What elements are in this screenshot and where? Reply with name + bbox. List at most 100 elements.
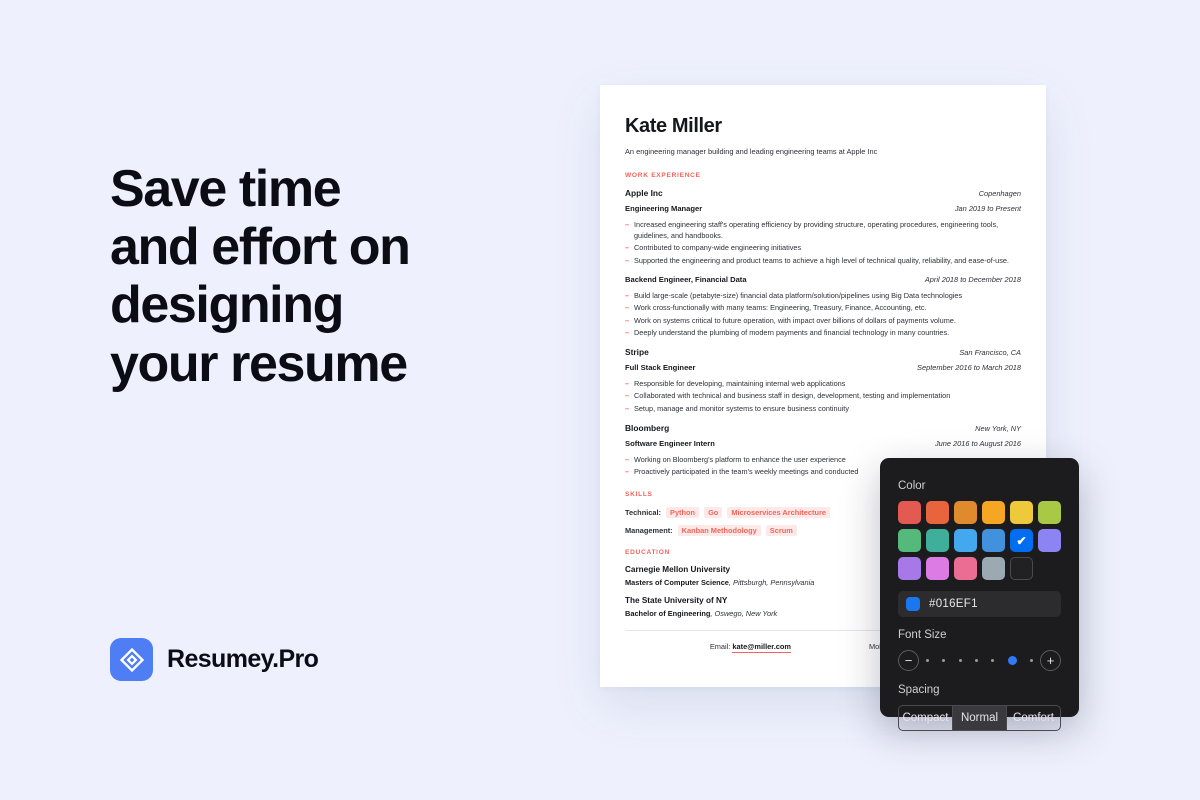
font-size-step-6[interactable] (1007, 656, 1017, 665)
job-bullet: Working on Bloomberg's platform to enhan… (625, 454, 1021, 466)
color-swatch-teal[interactable] (926, 529, 949, 552)
color-swatch-grid[interactable]: ✔ (898, 501, 1061, 580)
font-size-step-3[interactable] (958, 659, 962, 662)
font-size-step-5[interactable] (991, 659, 995, 662)
color-swatch-red[interactable] (898, 501, 921, 524)
resume-divider (625, 629, 1021, 631)
section-heading-work-experience: WORK EXPERIENCE (625, 171, 701, 179)
education-school: Carnegie Mellon University (625, 564, 731, 574)
brand-name: Resumey.Pro (167, 645, 319, 673)
job-bullet: Work on systems critical to future opera… (625, 315, 1021, 327)
job-dates: April 2018 to December 2018 (924, 274, 1021, 284)
color-swatch-bright-blue[interactable]: ✔ (1010, 529, 1033, 552)
color-swatch-indigo[interactable] (1038, 529, 1061, 552)
job-dates: June 2016 to August 2016 (934, 439, 1021, 448)
contact-email: Email: kate@miller.com (709, 641, 791, 653)
color-swatch-none[interactable] (1010, 557, 1033, 580)
font-size-step-1[interactable] (926, 659, 929, 662)
skill-tag[interactable]: Microservices Architecture (727, 506, 830, 518)
education-degree: Masters of Computer Science, Pittsburgh,… (625, 578, 1021, 587)
section-heading-skills: SKILLS (625, 490, 653, 498)
job-bullet: Supported the engineering and product te… (625, 255, 1021, 267)
color-swatch-blue[interactable] (982, 529, 1005, 552)
hex-color-input[interactable]: #016EF1 (898, 591, 1061, 617)
job-title: Engineering Manager (625, 203, 703, 213)
font-size-steps[interactable] (919, 656, 1040, 665)
font-size-increase-button[interactable]: + (1040, 650, 1061, 671)
hex-preview-swatch (906, 597, 920, 611)
spacing-label: Spacing (898, 684, 940, 696)
job-title-row: Backend Engineer, Financial Data April 2… (625, 275, 1021, 284)
job-dates: Jan 2019 to Present (954, 203, 1021, 213)
job-bullet: Work cross-functionally with many teams:… (625, 302, 1021, 314)
job-bullet: Collaborated with technical and business… (625, 390, 1021, 402)
color-swatch-magenta[interactable] (926, 557, 949, 580)
marketing-column: Save time and effort on designing your r… (110, 160, 530, 393)
color-swatch-green[interactable] (898, 529, 921, 552)
job-bullet: Contributed to company-wide engineering … (625, 242, 1021, 254)
education-entry-suny: The State University of NY Bachelor of E… (625, 596, 1021, 618)
job-header-row: Stripe San Francisco, CA (625, 347, 1021, 357)
job-header-row: Apple Inc Copenhagen (625, 188, 1021, 198)
color-swatch-yellow[interactable] (1010, 501, 1033, 524)
job-bullets: Increased engineering staff's operating … (625, 219, 1021, 266)
job-title-row: Engineering Manager Jan 2019 to Present (625, 204, 1021, 213)
skill-tag[interactable]: Scrum (765, 524, 797, 536)
page-headline: Save time and effort on designing your r… (110, 160, 411, 393)
job-bullet: Increased engineering staff's operating … (625, 219, 1021, 242)
work-entry-backend-engineer: Backend Engineer, Financial Data April 2… (625, 275, 1021, 338)
skills-label: Technical: (625, 507, 662, 517)
resume-tagline: An engineering manager building and lead… (625, 147, 878, 156)
color-swatch-orange[interactable] (954, 501, 977, 524)
skill-tag[interactable]: Go (704, 506, 723, 518)
color-swatch-purple[interactable] (898, 557, 921, 580)
work-entry-bloomberg: Bloomberg New York, NY Software Engineer… (625, 423, 1021, 478)
contact-email-label: Email: (709, 641, 731, 651)
job-company: Apple Inc (625, 187, 663, 198)
font-size-label: Font Size (898, 629, 947, 641)
job-bullet: Deeply understand the plumbing of modern… (625, 327, 1021, 339)
job-title: Backend Engineer, Financial Data (625, 274, 747, 284)
font-size-step-4[interactable] (974, 659, 978, 662)
job-location: San Francisco, CA (959, 348, 1021, 358)
job-title: Software Engineer Intern (625, 439, 715, 448)
job-dates: September 2016 to March 2018 (917, 363, 1021, 373)
skill-tag[interactable]: Kanban Methodology (677, 524, 761, 536)
swatch-check-icon: ✔ (1016, 533, 1027, 548)
job-bullets: Working on Bloomberg's platform to enhan… (625, 454, 1021, 478)
color-swatch-slate[interactable] (982, 557, 1005, 580)
job-bullets: Responsible for developing, maintaining … (625, 378, 1021, 414)
color-swatch-pink[interactable] (954, 557, 977, 580)
section-heading-education: EDUCATION (625, 548, 671, 556)
brand-logo[interactable]: Resumey.Pro (110, 638, 319, 681)
job-bullet: Build large-scale (petabyte-size) financ… (625, 290, 1021, 302)
skills-row-management: Management: Kanban Methodology Scrum (625, 524, 1021, 536)
color-swatch-amber[interactable] (982, 501, 1005, 524)
education-school: The State University of NY (625, 595, 728, 605)
skills-label: Management: (625, 525, 673, 535)
resume-preview-card[interactable]: Kate Miller An engineering manager build… (600, 85, 1046, 687)
contact-email-value[interactable]: kate@miller.com (732, 641, 791, 653)
font-size-step-7[interactable] (1029, 659, 1033, 662)
color-swatch-sky-blue[interactable] (954, 529, 977, 552)
education-degree-name: Bachelor of Engineering (625, 608, 711, 618)
job-title-row: Full Stack Engineer September 2016 to Ma… (625, 363, 1021, 372)
spacing-option-normal[interactable]: Normal (953, 706, 1007, 730)
font-size-stepper[interactable]: − + (898, 650, 1061, 671)
work-entry-stripe: Stripe San Francisco, CA Full Stack Engi… (625, 347, 1021, 414)
spacing-segmented-control[interactable]: Compact Normal Comfort (898, 705, 1061, 731)
job-title: Full Stack Engineer (625, 363, 696, 373)
skill-tag[interactable]: Python (666, 506, 700, 518)
theme-settings-panel[interactable]: Color ✔ #016EF1 Font Size − + Spacing Co… (880, 458, 1079, 731)
font-size-step-2[interactable] (942, 659, 946, 662)
job-location: New York, NY (975, 424, 1021, 433)
spacing-option-comfort[interactable]: Comfort (1013, 712, 1054, 724)
job-title-row: Software Engineer Intern June 2016 to Au… (625, 439, 1021, 448)
job-bullets: Build large-scale (petabyte-size) financ… (625, 290, 1021, 338)
color-swatch-orange-red[interactable] (926, 501, 949, 524)
hex-color-value: #016EF1 (929, 598, 978, 610)
color-swatch-lime[interactable] (1038, 501, 1061, 524)
font-size-decrease-button[interactable]: − (898, 650, 919, 671)
job-company: Stripe (625, 347, 649, 358)
spacing-option-compact[interactable]: Compact (899, 706, 953, 730)
